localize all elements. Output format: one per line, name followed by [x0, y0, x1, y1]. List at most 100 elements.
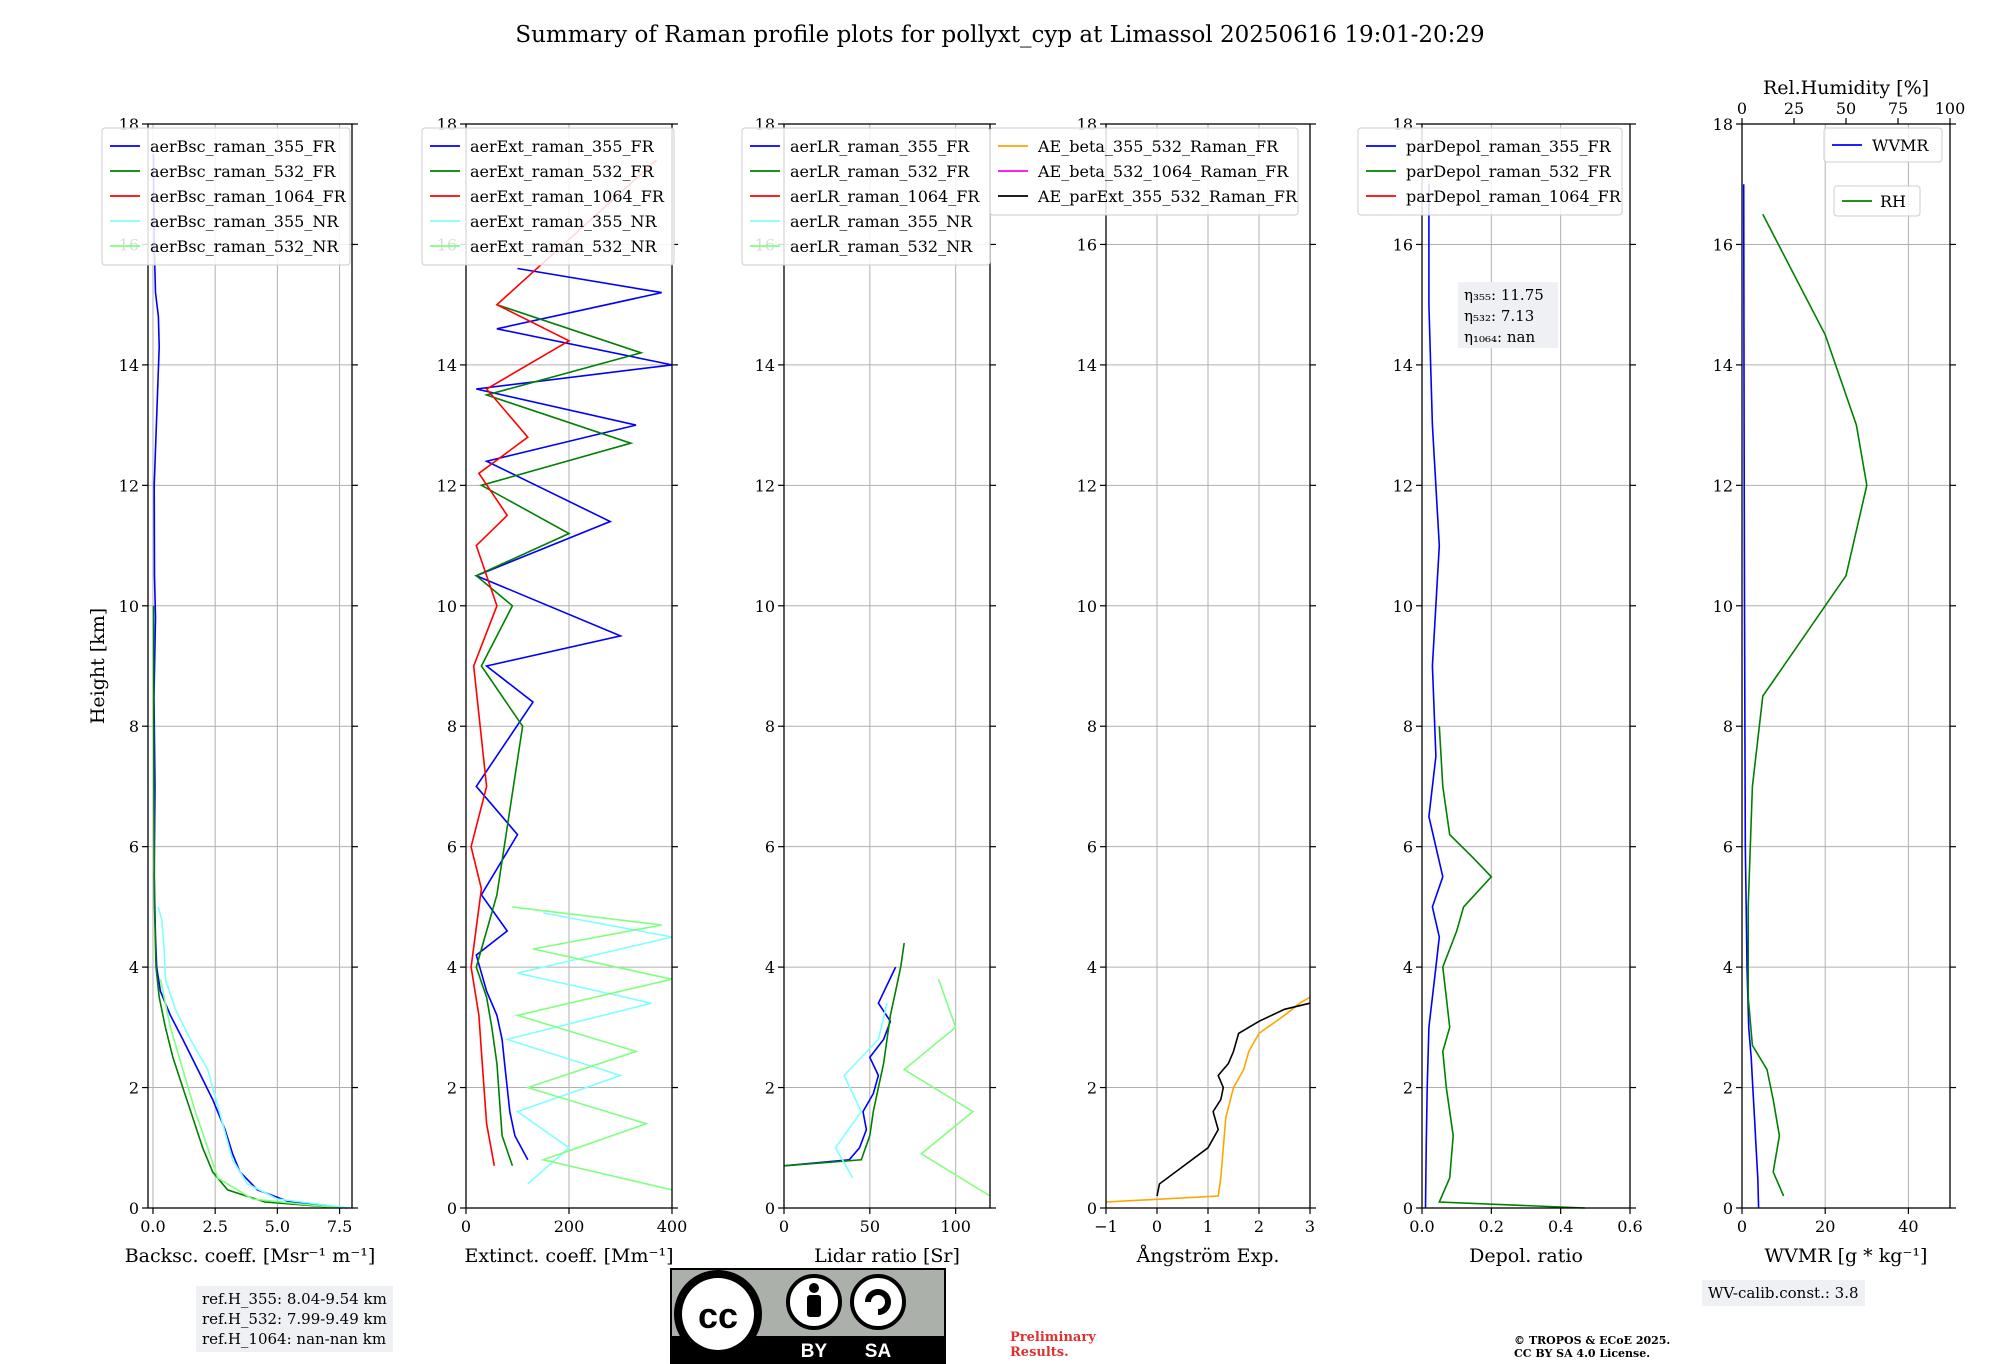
sa-icon-arrow: [865, 1289, 891, 1315]
y-tick-label: 18: [1713, 115, 1733, 134]
series-line: [474, 267, 673, 1161]
y-tick-label: 14: [1393, 356, 1413, 375]
y-tick-label: 4: [447, 958, 457, 977]
y-tick-label: 14: [1077, 356, 1097, 375]
x-tick-label: 5.0: [265, 1217, 290, 1236]
wv-calib-text: WV-calib.const.: 3.8: [1708, 1284, 1859, 1302]
y-tick-label: 2: [129, 1079, 139, 1098]
legend-label: aerLR_raman_532_FR: [790, 162, 970, 181]
legend-label: parDepol_raman_1064_FR: [1406, 187, 1622, 206]
series-line: [1747, 213, 1868, 1197]
y-tick-label: 2: [1723, 1079, 1733, 1098]
legend-label: aerBsc_raman_532_NR: [150, 237, 339, 256]
y-tick-label: 14: [119, 356, 139, 375]
series-line: [157, 906, 350, 1209]
legend-box: [1833, 185, 1921, 217]
legend-label: aerExt_raman_355_FR: [470, 137, 655, 156]
y-tick-label: 10: [1077, 597, 1097, 616]
x-tick-label: 0.0: [1409, 1217, 1434, 1236]
series-line: [474, 303, 644, 1167]
y-tick-label: 0: [765, 1199, 775, 1218]
y-tick-label: 6: [129, 838, 139, 857]
y-tick-label: 4: [765, 958, 775, 977]
y-tick-label: 6: [765, 838, 775, 857]
figure-title: Summary of Raman profile plots for polly…: [515, 22, 1485, 48]
series-line: [834, 1003, 888, 1179]
y-tick-label: 12: [119, 476, 139, 495]
y-tick-label: 0: [129, 1199, 139, 1218]
x2-tick-label: 50: [1836, 99, 1856, 118]
eta-annotation-line: η₅₃₂: 7.13: [1464, 307, 1534, 325]
y-tick-label: 0: [1087, 1199, 1097, 1218]
y-tick-label: 16: [1713, 235, 1733, 254]
y-tick-label: 14: [437, 356, 457, 375]
x-tick-label: 20: [1815, 1217, 1835, 1236]
legend-label: aerLR_raman_532_NR: [790, 237, 973, 256]
y-tick-label: 14: [755, 356, 775, 375]
x-axis-label: Lidar ratio [Sr]: [814, 1245, 960, 1267]
legend-label: aerBsc_raman_532_FR: [150, 162, 336, 181]
x-tick-label: 0.0: [140, 1217, 165, 1236]
series-line: [1742, 184, 1760, 1209]
copyright-line-2: CC BY SA 4.0 License.: [1514, 1347, 1651, 1360]
legend-label: parDepol_raman_355_FR: [1406, 137, 1612, 156]
series-line: [783, 942, 905, 1167]
series-line: [504, 912, 673, 1185]
legend-label: AE_beta_532_1064_Raman_FR: [1037, 162, 1289, 181]
y-tick-label: 6: [1723, 838, 1733, 857]
legend-label: aerLR_raman_355_NR: [790, 212, 973, 231]
y-tick-label: 10: [119, 597, 139, 616]
x-tick-label: 3: [1305, 1217, 1315, 1236]
eta-annotation-box: [1458, 282, 1558, 348]
y-tick-label: 2: [447, 1079, 457, 1098]
eta-annotation-line: η₁₀₆₄: nan: [1464, 328, 1535, 346]
legend-label: AE_parExt_355_532_Raman_FR: [1037, 187, 1298, 206]
series-line: [783, 966, 897, 1167]
axes-frame: [147, 123, 353, 1209]
x2-axis-label: Rel.Humidity [%]: [1763, 77, 1929, 99]
y-tick-label: 6: [1087, 838, 1097, 857]
series-line: [152, 154, 348, 1209]
x-tick-label: 40: [1898, 1217, 1918, 1236]
ref-height-355: ref.H_355: 8.04-9.54 km: [202, 1290, 387, 1308]
y-tick-label: 0: [1403, 1199, 1413, 1218]
by-icon-head: [809, 1283, 819, 1293]
preliminary-note: Preliminary Results.: [1010, 1330, 1096, 1360]
series-line: [1156, 1002, 1311, 1197]
ref-height-box: ref.H_355: 8.04-9.54 km ref.H_532: 7.99-…: [196, 1286, 393, 1352]
y-tick-label: 10: [1713, 597, 1733, 616]
y-tick-label: 6: [447, 838, 457, 857]
y-tick-label: 4: [1403, 958, 1413, 977]
copyright-note: © TROPOS & ECoE 2025. CC BY SA 4.0 Licen…: [1514, 1334, 1670, 1360]
legend-label: aerLR_raman_355_FR: [790, 137, 970, 156]
x2-tick-label: 75: [1888, 99, 1908, 118]
x-tick-label: 0: [779, 1217, 789, 1236]
wv-calib-box: WV-calib.const.: 3.8: [1702, 1280, 1865, 1306]
y-tick-label: 8: [1403, 717, 1413, 736]
legend-label: aerExt_raman_532_FR: [470, 162, 655, 181]
legend-label: parDepol_raman_532_FR: [1406, 162, 1612, 181]
y-tick-label: 2: [1087, 1079, 1097, 1098]
axes-frame: [783, 123, 991, 1209]
y-tick-label: 12: [1077, 476, 1097, 495]
x-axis-label: Backsc. coeff. [Msr⁻¹ m⁻¹]: [125, 1245, 376, 1267]
x-tick-label: 0.2: [1479, 1217, 1504, 1236]
x-axis-label: WVMR [g * kg⁻¹]: [1765, 1245, 1928, 1267]
y-tick-label: 2: [1403, 1079, 1413, 1098]
legend-label: AE_beta_355_532_Raman_FR: [1037, 137, 1279, 156]
y-tick-label: 12: [1713, 476, 1733, 495]
axes-frame: [1741, 123, 1951, 1209]
x-tick-label: 0: [461, 1217, 471, 1236]
y-axis-label: Height [km]: [87, 608, 109, 724]
y-tick-label: 14: [1713, 356, 1733, 375]
x-tick-label: 1: [1203, 1217, 1213, 1236]
series-line: [1424, 184, 1444, 1209]
y-tick-label: 16: [1077, 235, 1097, 254]
x-tick-label: 0: [1737, 1217, 1747, 1236]
series-line: [159, 979, 340, 1209]
y-tick-label: 2: [765, 1079, 775, 1098]
cc-circle-inner: [682, 1278, 754, 1350]
x-tick-label: −1: [1094, 1217, 1118, 1236]
copyright-line-1: © TROPOS & ECoE 2025.: [1514, 1334, 1671, 1347]
